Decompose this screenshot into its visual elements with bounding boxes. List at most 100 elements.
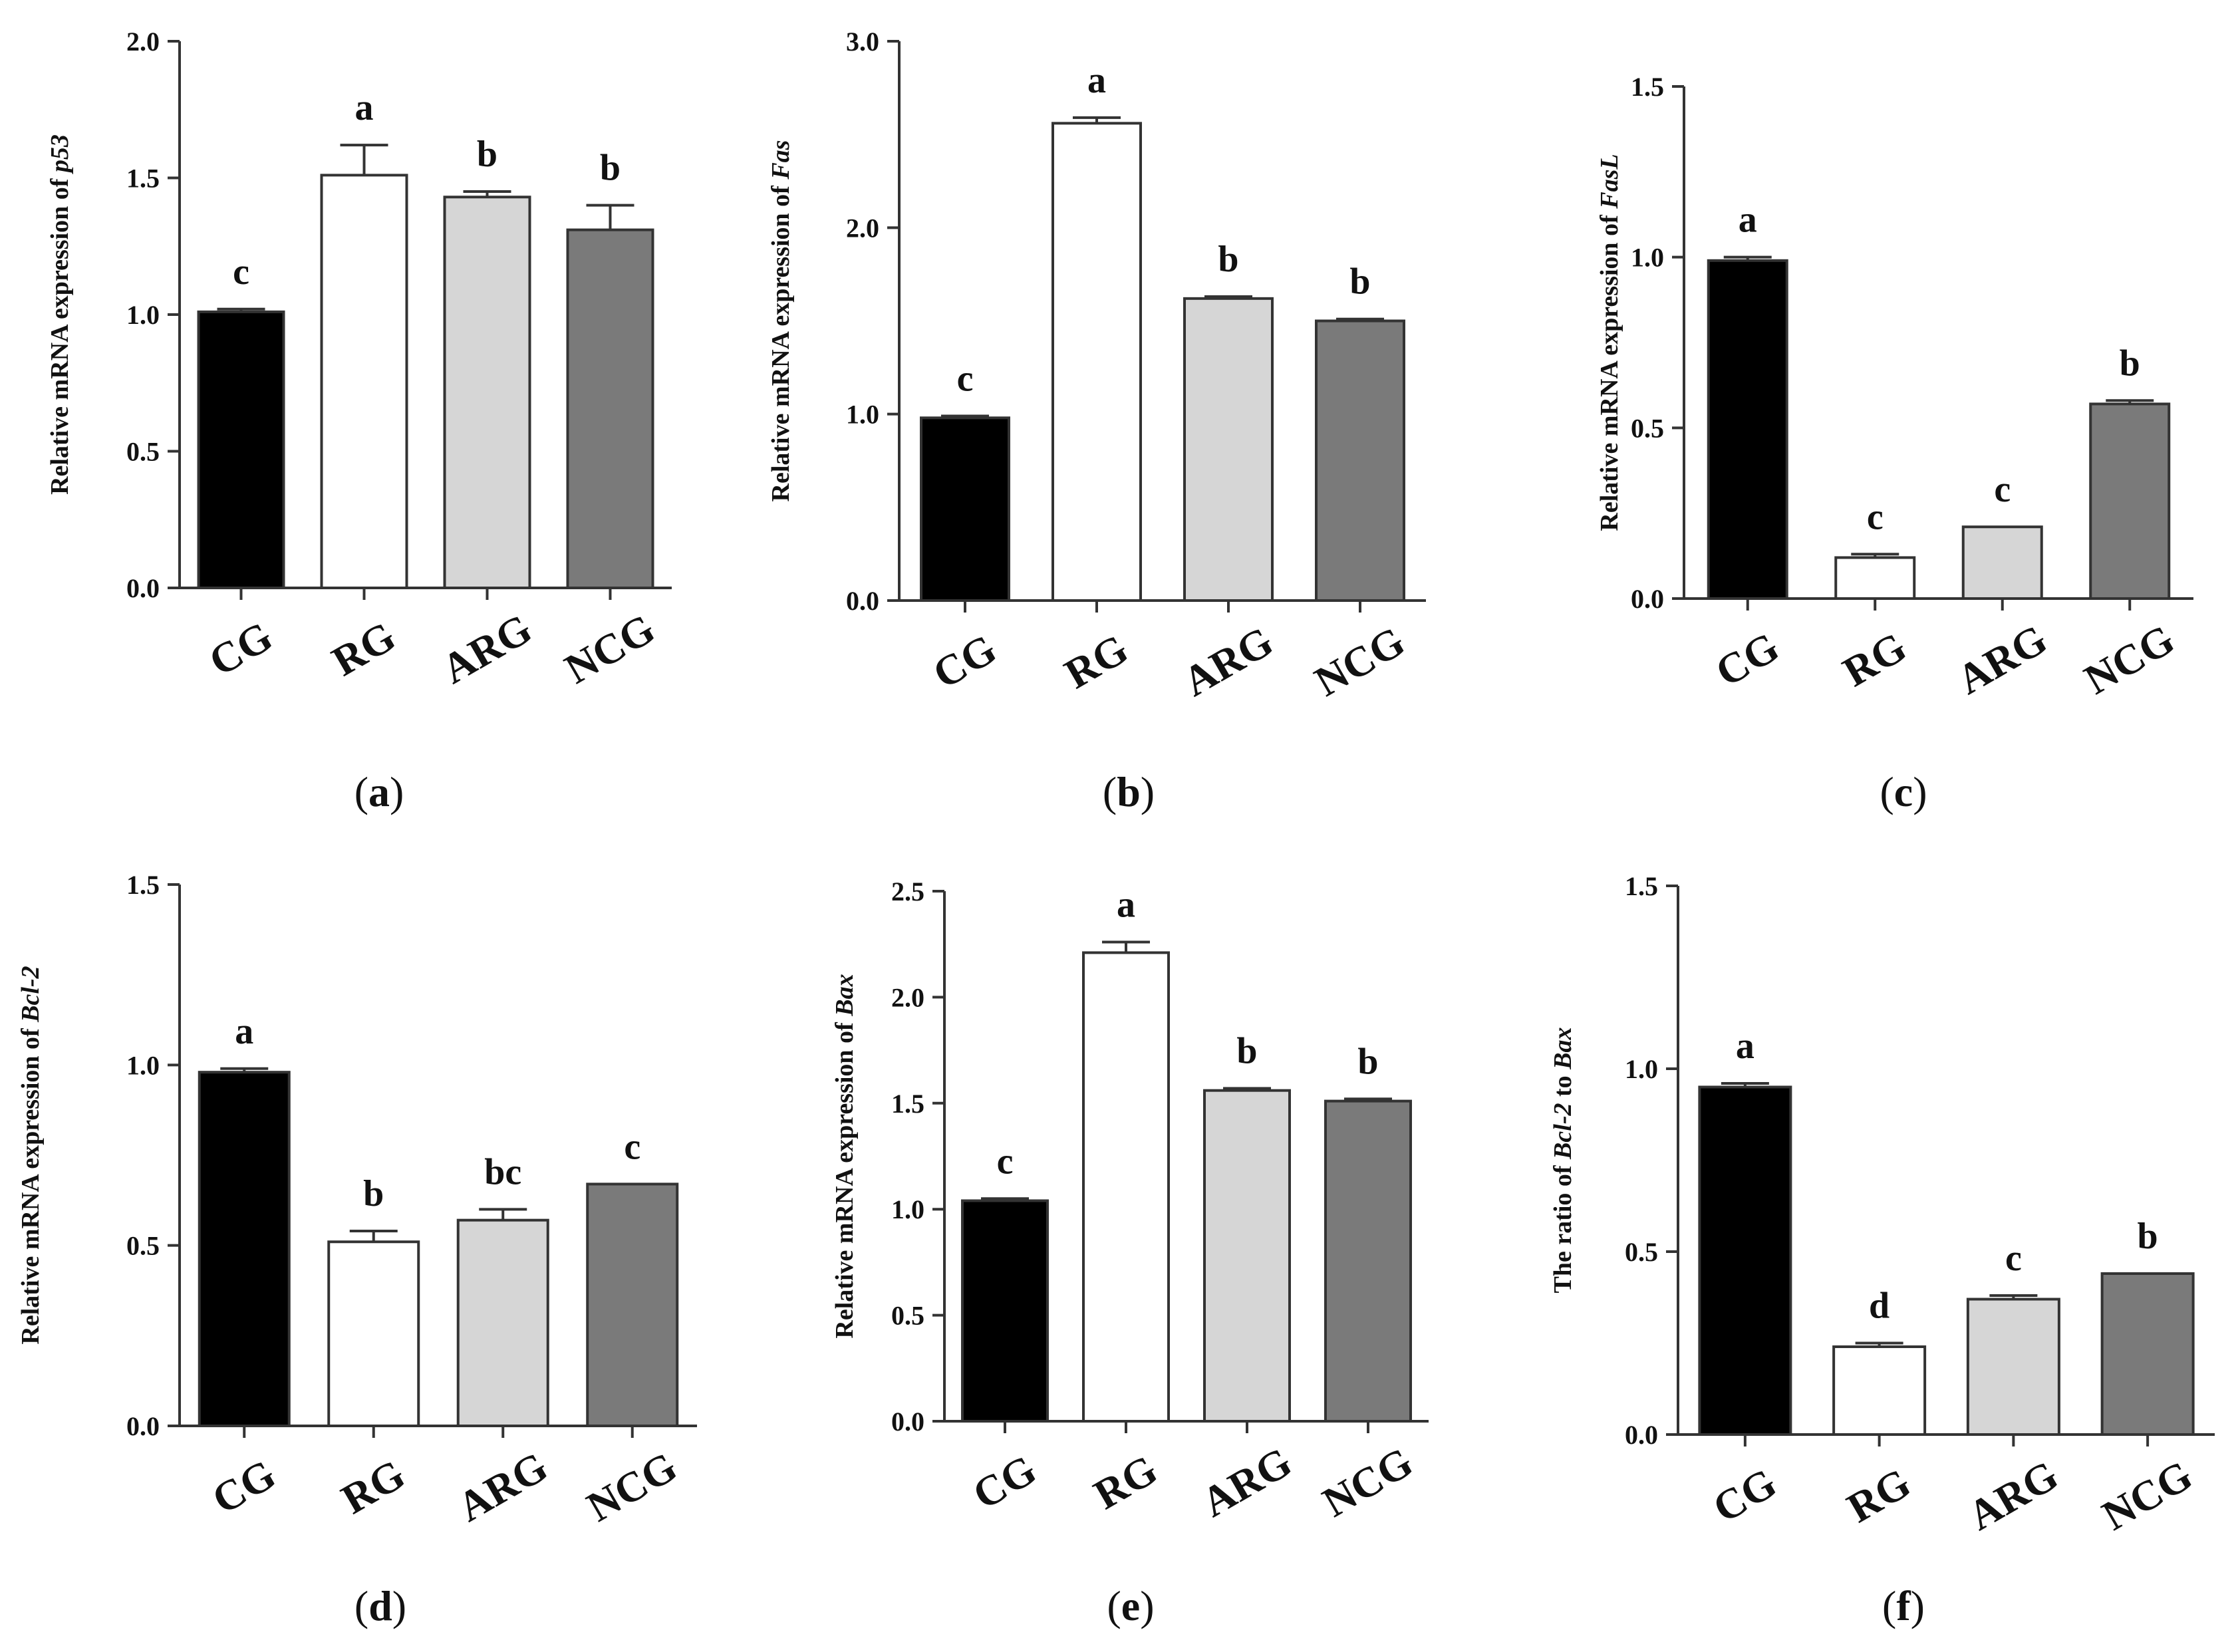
- category-label: RG: [1835, 623, 1914, 696]
- chart-panel-b: 0.0 1.0 2.0 3.0 Relative mRNA expression of …: [767, 27, 1426, 815]
- y-tick-label: 1.5: [126, 164, 160, 194]
- panel-caption: (d): [354, 1582, 406, 1629]
- bar-rg: [320, 174, 408, 589]
- y-axis-title: Relative mRNA expression of FasL: [1596, 154, 1623, 531]
- bar-cg: [961, 1199, 1049, 1423]
- y-tick-label: 0.0: [891, 1407, 924, 1437]
- significance-letter: a: [355, 87, 374, 128]
- panel-caption: (b): [1103, 768, 1155, 815]
- category-label: ARG: [1949, 615, 2055, 704]
- category-label: CG: [201, 613, 280, 685]
- bar-ncg: [586, 1182, 679, 1427]
- bar-arg: [456, 1218, 549, 1428]
- y-axis-title: Relative mRNA expression of Bax: [831, 974, 859, 1338]
- y-tick-label: 2.0: [846, 213, 879, 243]
- panel-caption: (a): [354, 768, 404, 815]
- category-label: NCG: [1315, 1438, 1421, 1526]
- y-tick-label: 1.0: [846, 400, 879, 430]
- bar-rg: [1051, 122, 1142, 602]
- y-tick-label: 1.5: [1625, 871, 1658, 901]
- y-axis-title: The ratio of Bcl-2 to Bax: [1549, 1027, 1577, 1293]
- significance-letter: bc: [484, 1151, 521, 1192]
- category-label: RG: [1086, 1446, 1165, 1518]
- significance-letter: b: [1357, 1041, 1378, 1082]
- category-label: NCG: [1307, 617, 1413, 706]
- category-label: ARG: [1194, 1438, 1300, 1526]
- y-tick-label: 1.5: [1631, 72, 1664, 102]
- y-tick-label: 0.0: [126, 573, 160, 603]
- y-tick-label: 0.5: [1625, 1237, 1658, 1267]
- significance-letter: a: [1736, 1026, 1754, 1067]
- significance-letter: b: [477, 134, 497, 175]
- chart-panel-d: 0.0 0.5 1.0 1.5 Relative mRNA expression of …: [17, 870, 697, 1629]
- category-label: CG: [965, 1446, 1044, 1518]
- category-label: NCG: [2094, 1451, 2200, 1540]
- significance-letter: c: [1867, 496, 1884, 537]
- significance-letter: b: [2138, 1216, 2158, 1257]
- y-tick-label: 2.0: [891, 982, 924, 1012]
- category-label: NCG: [579, 1443, 685, 1531]
- y-tick-label: 2.5: [891, 877, 924, 906]
- bar-rg: [1082, 951, 1170, 1423]
- bar-rg: [1832, 1345, 1927, 1436]
- significance-letter: b: [600, 148, 621, 189]
- bar-cg: [1707, 259, 1788, 600]
- bar-cg: [1698, 1085, 1792, 1436]
- category-label: RG: [334, 1450, 413, 1523]
- category-label: ARG: [434, 605, 539, 693]
- chart-panel-c: 0.0 0.5 1.0 1.5 Relative mRNA expression of …: [1596, 72, 2193, 815]
- bar-ncg: [1315, 319, 1405, 602]
- bar-ncg: [2089, 402, 2171, 601]
- bar-cg: [197, 310, 285, 589]
- significance-letter: c: [624, 1126, 640, 1167]
- y-tick-label: 1.0: [126, 300, 160, 330]
- category-label: RG: [324, 613, 403, 685]
- significance-letter: b: [2120, 343, 2140, 384]
- y-tick-label: 0.0: [1631, 584, 1664, 614]
- category-label: NCG: [2076, 615, 2182, 704]
- significance-letter: d: [1869, 1286, 1890, 1327]
- y-axis-title: Relative mRNA expression of Fas: [767, 140, 795, 502]
- significance-letter: a: [235, 1011, 253, 1052]
- category-label: CG: [204, 1450, 283, 1523]
- y-tick-label: 1.0: [126, 1050, 160, 1080]
- y-tick-label: 1.0: [1625, 1054, 1658, 1084]
- bar-rg: [1834, 556, 1916, 601]
- panel-caption: (c): [1880, 768, 1927, 815]
- category-label: CG: [1708, 623, 1787, 696]
- y-tick-label: 2.0: [126, 27, 160, 57]
- category-label: CG: [925, 625, 1004, 698]
- category-label: RG: [1840, 1459, 1919, 1532]
- category-label: CG: [1705, 1459, 1784, 1532]
- bar-arg: [1203, 1089, 1291, 1423]
- bar-rg: [327, 1240, 420, 1427]
- bar-arg: [1966, 1298, 2060, 1436]
- bar-ncg: [1324, 1099, 1412, 1423]
- category-label: ARG: [450, 1443, 555, 1531]
- bar-arg: [443, 196, 531, 589]
- significance-letter: c: [997, 1141, 1014, 1182]
- category-label: ARG: [1175, 617, 1281, 706]
- y-tick-label: 0.5: [126, 437, 160, 467]
- y-tick-label: 1.0: [1631, 243, 1664, 273]
- significance-letter: a: [1087, 60, 1106, 101]
- y-tick-label: 1.5: [891, 1089, 924, 1119]
- y-tick-label: 3.0: [846, 27, 879, 57]
- bar-arg: [1961, 525, 2043, 601]
- y-tick-label: 0.5: [1631, 413, 1664, 443]
- panel-caption: (e): [1107, 1582, 1154, 1629]
- chart-panel-e: 0.0 0.5 1.0 1.5 2.0 2.5 Relative mRNA expressi…: [831, 877, 1429, 1629]
- y-tick-label: 0.5: [126, 1231, 160, 1261]
- category-label: ARG: [1960, 1451, 2066, 1540]
- y-tick-label: 0.5: [891, 1301, 924, 1331]
- significance-letter: b: [1236, 1030, 1257, 1071]
- bar-cg: [198, 1071, 291, 1427]
- significance-letter: c: [957, 358, 974, 399]
- bar-ncg: [2100, 1272, 2195, 1436]
- category-label: RG: [1057, 625, 1136, 698]
- significance-letter: c: [1994, 469, 2011, 510]
- y-tick-label: 0.0: [1625, 1420, 1658, 1450]
- significance-letter: a: [1739, 200, 1757, 241]
- chart-panel-f: 0.0 0.5 1.0 1.5 The ratio of Bcl-2 to Bax a CG…: [1549, 871, 2215, 1629]
